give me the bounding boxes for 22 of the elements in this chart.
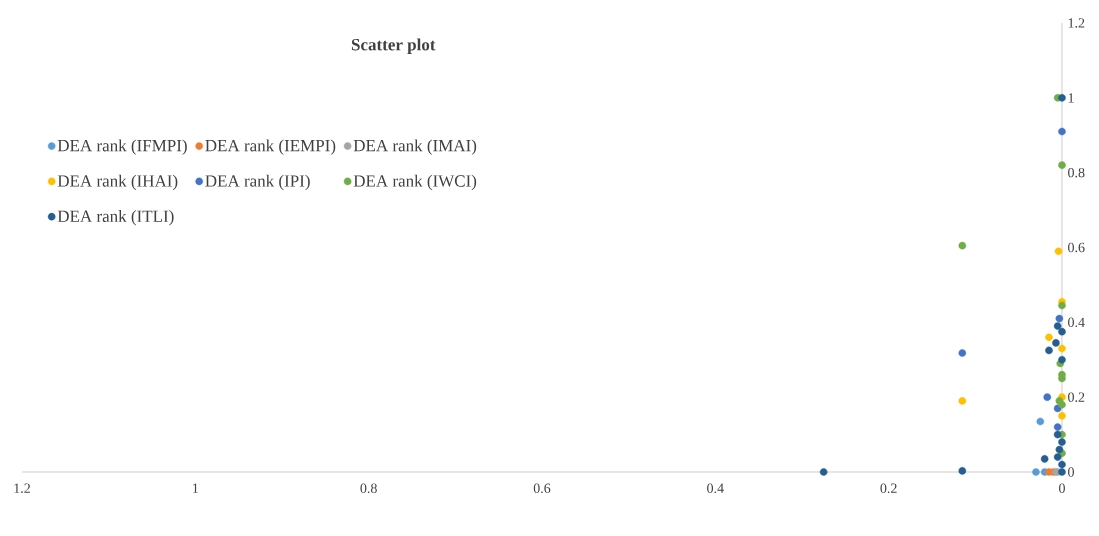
legend-label: DEA rank (ITLI) <box>57 210 174 226</box>
x-tick-label: 0 <box>1059 483 1065 493</box>
x-tick-label: 1 <box>193 483 198 493</box>
y-tick-label: 1.2 <box>1068 18 1085 28</box>
y-tick-label: 0.4 <box>1068 317 1085 328</box>
x-tick-label: 0.6 <box>533 483 551 494</box>
x-tick-label: 1.2 <box>14 483 30 494</box>
y-tick-label: 0 <box>1068 467 1074 477</box>
y-tick-label: 0.6 <box>1068 242 1085 253</box>
legend-label: DEA rank (IEMPI) <box>205 139 336 155</box>
x-tick-label: 0.2 <box>880 483 897 494</box>
y-tick-label: 1 <box>1068 93 1074 103</box>
y-tick-label: 0.8 <box>1068 167 1085 178</box>
legend-label: DEA rank (IMAI) <box>353 139 477 155</box>
legend-label: DEA rank (IWCI) <box>353 174 477 191</box>
legend-label: DEA rank (IPI) <box>205 174 310 191</box>
y-tick-label: 0.2 <box>1068 392 1085 402</box>
legend-label: DEA rank (IFMPI) <box>57 139 187 155</box>
x-tick-label: 0.8 <box>360 483 377 494</box>
legend-label: DEA rank (IHAI) <box>57 174 178 191</box>
x-tick-label: 0.4 <box>707 483 724 494</box>
text: Scatter plot <box>351 38 436 54</box>
